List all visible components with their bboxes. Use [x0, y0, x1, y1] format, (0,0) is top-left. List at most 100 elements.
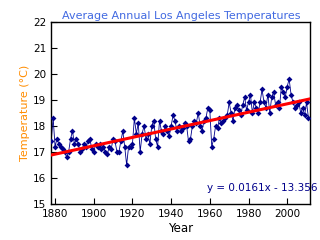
Point — [52, 145, 58, 149]
Point — [138, 150, 143, 154]
Point — [165, 129, 170, 133]
Point — [302, 114, 307, 117]
Point — [213, 124, 218, 128]
Point — [62, 150, 67, 154]
Point — [80, 147, 85, 151]
Point — [116, 150, 122, 154]
Point — [103, 150, 108, 154]
Point — [211, 137, 216, 141]
Point — [204, 116, 209, 120]
Point — [95, 145, 100, 149]
Point — [248, 93, 253, 96]
Point — [167, 134, 172, 138]
Point — [306, 116, 311, 120]
Point — [182, 121, 187, 125]
Point — [263, 106, 268, 109]
Point — [238, 114, 243, 117]
Title: Average Annual Los Angeles Temperatures: Average Annual Los Angeles Temperatures — [61, 11, 300, 21]
Point — [252, 101, 257, 104]
Point — [284, 85, 290, 89]
Point — [277, 106, 282, 109]
Point — [244, 108, 249, 112]
Point — [101, 145, 106, 149]
Point — [225, 114, 230, 117]
Point — [184, 124, 189, 128]
Point — [171, 114, 176, 117]
Point — [227, 101, 232, 104]
Point — [157, 119, 162, 123]
Point — [180, 126, 185, 130]
Point — [58, 145, 63, 149]
Point — [236, 108, 241, 112]
Point — [188, 137, 193, 141]
Point — [215, 126, 220, 130]
Point — [130, 142, 135, 146]
Point — [97, 142, 102, 146]
Point — [219, 121, 224, 125]
Point — [134, 132, 139, 136]
Point — [105, 153, 110, 156]
Point — [199, 129, 204, 133]
Point — [221, 119, 226, 123]
Point — [66, 150, 71, 154]
Point — [70, 129, 75, 133]
Point — [143, 137, 148, 141]
Point — [99, 147, 104, 151]
Point — [202, 119, 207, 123]
Point — [122, 145, 127, 149]
Point — [78, 150, 83, 154]
Point — [242, 95, 247, 99]
Point — [205, 106, 211, 109]
Point — [87, 137, 92, 141]
Point — [141, 124, 147, 128]
Point — [279, 85, 284, 89]
Point — [136, 121, 141, 125]
Point — [296, 101, 301, 104]
Point — [74, 137, 79, 141]
Point — [186, 139, 191, 143]
Point — [161, 132, 166, 136]
Point — [64, 155, 69, 159]
Point — [228, 111, 234, 115]
Point — [250, 111, 255, 115]
Text: y = 0.0161x - 13.356: y = 0.0161x - 13.356 — [207, 183, 317, 193]
Point — [176, 124, 181, 128]
X-axis label: Year: Year — [168, 222, 193, 235]
Point — [178, 129, 183, 133]
Point — [192, 119, 197, 123]
Point — [172, 119, 178, 123]
Point — [115, 150, 120, 154]
Point — [196, 111, 201, 115]
Point — [207, 108, 212, 112]
Point — [294, 103, 300, 107]
Point — [283, 95, 288, 99]
Point — [145, 132, 150, 136]
Point — [54, 137, 60, 141]
Point — [82, 142, 87, 146]
Point — [68, 137, 73, 141]
Point — [256, 111, 261, 115]
Point — [76, 142, 81, 146]
Point — [49, 139, 54, 143]
Point — [230, 119, 236, 123]
Point — [304, 101, 309, 104]
Point — [234, 103, 239, 107]
Point — [85, 139, 91, 143]
Point — [112, 139, 117, 143]
Point — [128, 145, 133, 149]
Point — [56, 142, 61, 146]
Point — [153, 137, 158, 141]
Point — [240, 103, 245, 107]
Point — [120, 129, 125, 133]
Point — [84, 145, 89, 149]
Point — [124, 163, 129, 167]
Point — [60, 147, 65, 151]
Point — [254, 106, 259, 109]
Point — [223, 116, 228, 120]
Point — [118, 139, 124, 143]
Point — [155, 145, 160, 149]
Point — [126, 145, 131, 149]
Point — [169, 124, 174, 128]
Point — [72, 142, 77, 146]
Point — [108, 147, 114, 151]
